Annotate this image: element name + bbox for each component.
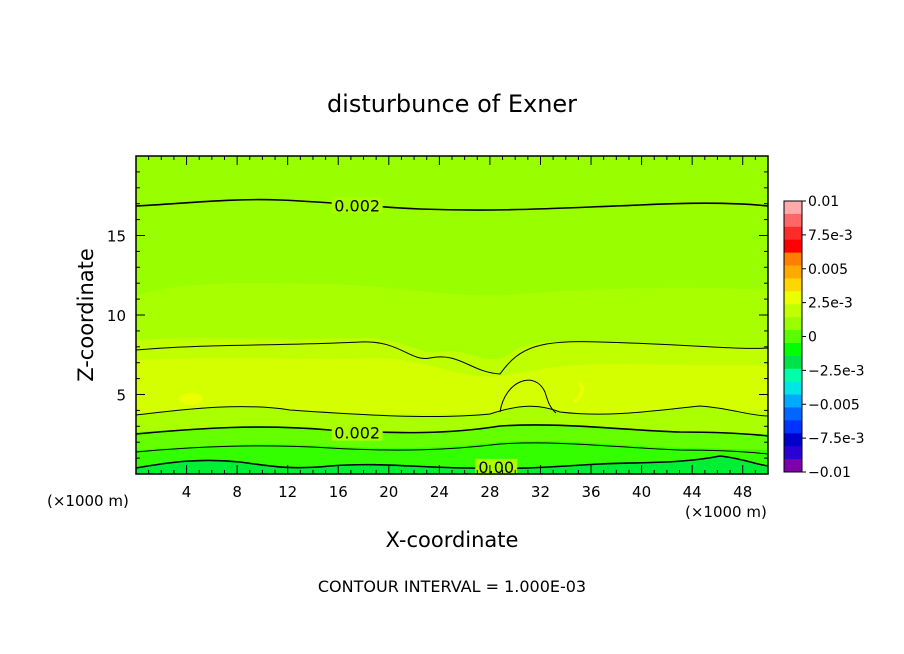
- colorbar-tick-label: −2.5e-3: [808, 363, 865, 379]
- colorbar-segment: [784, 213, 802, 228]
- colorbar-segment: [784, 239, 802, 254]
- x-axis-unit-left: (×1000 m): [47, 492, 129, 510]
- contour-lines: [135, 198, 769, 470]
- plot-area: 0.002 0.002 0.00: [135, 155, 769, 477]
- colorbar-tick-label: −0.005: [808, 397, 860, 413]
- colorbar-tick-label: −7.5e-3: [808, 431, 865, 447]
- y-axis: 5 10 15: [107, 171, 768, 459]
- y-axis-title: Z-coordinate: [74, 248, 98, 382]
- band-core: [136, 358, 768, 415]
- colorbar-segment: [784, 201, 802, 215]
- contour-line-upper: [135, 198, 769, 211]
- band-surface: [136, 456, 768, 474]
- x-tick-label: 32: [531, 483, 550, 501]
- colorbar-segment: [784, 355, 802, 370]
- contour-label: 0.00: [478, 458, 514, 477]
- contour-label: 0.002: [334, 196, 380, 215]
- colorbar-tick-label: 0.005: [808, 262, 848, 278]
- x-tick-label: 28: [480, 483, 499, 501]
- colorbar-segment: [784, 407, 802, 421]
- colorbar-segment: [784, 278, 802, 292]
- contour-line-lower-2: [135, 442, 769, 455]
- x-tick-label: 8: [232, 483, 242, 501]
- colorbar-segment: [784, 381, 802, 396]
- colorbar-segment: [784, 459, 802, 473]
- colorbar-segment: [784, 317, 802, 331]
- colorbar-segment: [784, 446, 802, 460]
- colorbar-segment: [784, 291, 802, 305]
- x-tick-label: 4: [182, 483, 192, 501]
- colorbar-segment: [784, 265, 802, 279]
- x-tick-label: 16: [329, 483, 348, 501]
- contour-label-bg: [475, 458, 518, 475]
- contour-line-surface: [135, 455, 769, 470]
- contour-line-mid-upper: [135, 341, 769, 375]
- x-axis-unit-right: (×1000 m): [685, 503, 767, 521]
- colorbar-segment: [784, 368, 802, 383]
- colorbar-segment: [784, 433, 802, 447]
- y-tick-label: 10: [107, 307, 126, 325]
- colorbar-tick-label: 2.5e-3: [808, 296, 853, 312]
- colorbar-tick-label: 0.01: [808, 194, 839, 210]
- contour-label-bg: [331, 424, 383, 441]
- contour-line-lower: [135, 424, 769, 437]
- colorbar-tick-label: −0.01: [808, 465, 851, 481]
- contour-labels: 0.002 0.002 0.00: [331, 196, 518, 477]
- colorbar-segment: [784, 252, 802, 267]
- contour-line-bump: [499, 379, 557, 414]
- colorbar-tick-label: 7.5e-3: [808, 228, 853, 244]
- colorbar-tick-label: 0: [808, 330, 817, 346]
- colorbar-segment: [784, 342, 802, 357]
- x-tick-label: 36: [581, 483, 600, 501]
- colorbar-segment: [784, 394, 802, 408]
- x-tick-label: 24: [430, 483, 449, 501]
- x-tick-label: 12: [278, 483, 297, 501]
- colorbar-segment: [784, 420, 802, 434]
- colorbar-segment: [784, 226, 802, 241]
- chart-title: disturbunce of Exner: [327, 90, 577, 118]
- colorbar: 0.01 7.5e-3 0.005 2.5e-3 0 −2.5e-3 −0.005 −7.5e…: [783, 194, 865, 481]
- x-tick-label: 44: [683, 483, 702, 501]
- colorbar-segment: [784, 304, 802, 318]
- contour-label-bg: [331, 197, 383, 214]
- x-axis-title: X-coordinate: [386, 528, 519, 552]
- colorbar-segment: [784, 330, 802, 344]
- y-tick-label: 5: [116, 387, 126, 405]
- warm-spot-right: [572, 381, 585, 404]
- x-tick-label: 48: [733, 483, 752, 501]
- contour-label: 0.002: [334, 424, 380, 443]
- x-tick-label: 40: [632, 483, 651, 501]
- contour-interval-note: CONTOUR INTERVAL = 1.000E-03: [318, 577, 586, 596]
- warm-spot-left: [179, 393, 203, 405]
- y-tick-label: 15: [107, 228, 126, 246]
- contour-line-mid-lower: [135, 405, 769, 418]
- x-axis: 4 8 12 16 20 24 28 32 36 40 44 48: [148, 156, 756, 501]
- x-tick-label: 20: [379, 483, 398, 501]
